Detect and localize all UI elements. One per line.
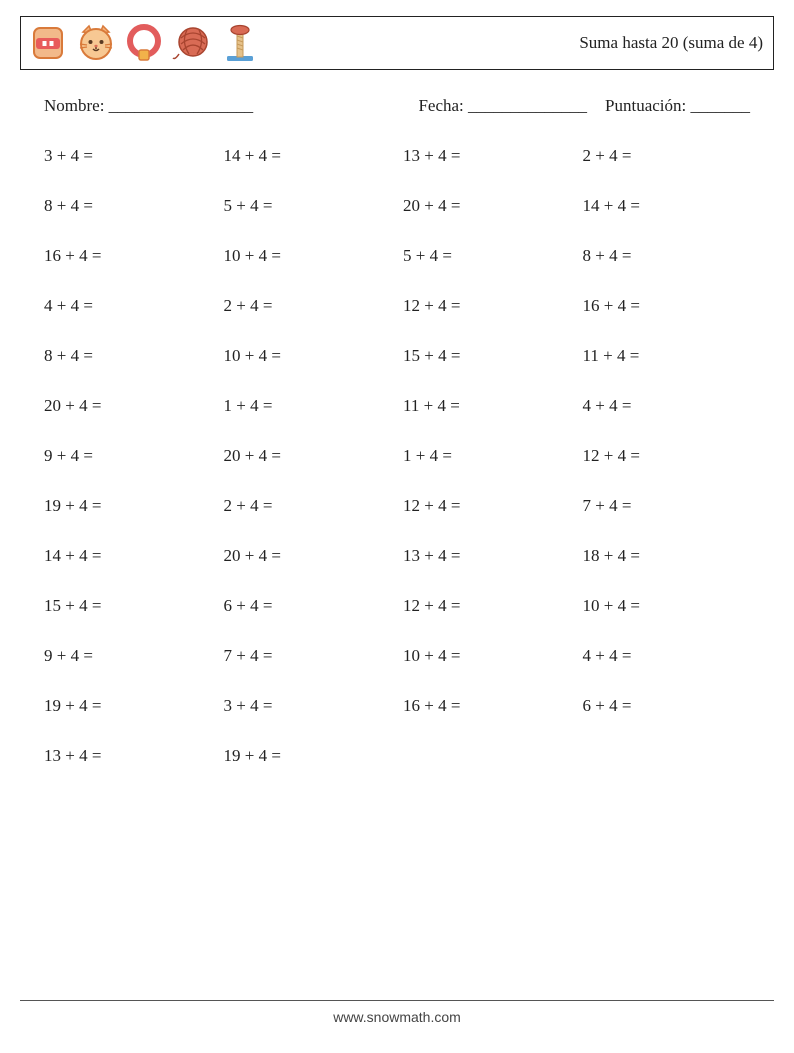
problem-cell: 16 + 4 = [583, 296, 751, 316]
name-field: Nombre: _________________ [44, 96, 253, 116]
problem-cell: 15 + 4 = [403, 346, 571, 366]
meta-row: Nombre: _________________ Fecha: _______… [44, 96, 750, 116]
problem-cell: 2 + 4 = [583, 146, 751, 166]
problem-cell: 4 + 4 = [44, 296, 212, 316]
problem-cell: 19 + 4 = [224, 746, 392, 766]
worksheet-title: Suma hasta 20 (suma de 4) [579, 33, 763, 53]
problem-cell: 20 + 4 = [224, 446, 392, 466]
problem-cell: 12 + 4 = [583, 446, 751, 466]
cat-icon [75, 22, 117, 64]
problem-cell: 3 + 4 = [44, 146, 212, 166]
footer-url: www.snowmath.com [0, 1009, 794, 1025]
problem-cell: 20 + 4 = [403, 196, 571, 216]
header-icons [27, 22, 261, 64]
problem-cell: 2 + 4 = [224, 296, 392, 316]
problem-cell: 8 + 4 = [44, 346, 212, 366]
footer-rule [20, 1000, 774, 1001]
problem-cell: 16 + 4 = [44, 246, 212, 266]
problem-cell: 7 + 4 = [224, 646, 392, 666]
problem-cell: 16 + 4 = [403, 696, 571, 716]
problem-cell: 4 + 4 = [583, 646, 751, 666]
problem-cell: 11 + 4 = [583, 346, 751, 366]
problem-cell: 5 + 4 = [224, 196, 392, 216]
problem-cell: 11 + 4 = [403, 396, 571, 416]
problem-cell [403, 746, 571, 766]
problem-cell: 20 + 4 = [44, 396, 212, 416]
problem-cell: 19 + 4 = [44, 496, 212, 516]
problem-cell: 7 + 4 = [583, 496, 751, 516]
problem-cell: 10 + 4 = [583, 596, 751, 616]
problem-cell: 13 + 4 = [44, 746, 212, 766]
score-field: Puntuación: _______ [605, 96, 750, 116]
problem-cell: 3 + 4 = [224, 696, 392, 716]
problem-cell: 1 + 4 = [403, 446, 571, 466]
date-field: Fecha: ______________ [418, 96, 587, 116]
problem-cell: 2 + 4 = [224, 496, 392, 516]
problem-cell: 6 + 4 = [583, 696, 751, 716]
problem-cell: 13 + 4 = [403, 146, 571, 166]
problem-cell: 12 + 4 = [403, 596, 571, 616]
problem-cell: 10 + 4 = [403, 646, 571, 666]
yarn-icon [171, 22, 213, 64]
problem-cell: 5 + 4 = [403, 246, 571, 266]
problem-cell: 15 + 4 = [44, 596, 212, 616]
problem-cell: 14 + 4 = [224, 146, 392, 166]
problem-cell: 1 + 4 = [224, 396, 392, 416]
header-box: Suma hasta 20 (suma de 4) [20, 16, 774, 70]
problem-cell: 14 + 4 = [44, 546, 212, 566]
ring-icon [123, 22, 165, 64]
problems-grid: 3 + 4 = 14 + 4 = 13 + 4 = 2 + 4 = 8 + 4 = 5 +… [44, 146, 750, 766]
problem-cell: 12 + 4 = [403, 496, 571, 516]
problem-cell: 4 + 4 = [583, 396, 751, 416]
problem-cell [583, 746, 751, 766]
food-icon [27, 22, 69, 64]
problem-cell: 6 + 4 = [224, 596, 392, 616]
problem-cell: 9 + 4 = [44, 446, 212, 466]
problem-cell: 12 + 4 = [403, 296, 571, 316]
problem-cell: 8 + 4 = [583, 246, 751, 266]
problem-cell: 13 + 4 = [403, 546, 571, 566]
problem-cell: 10 + 4 = [224, 346, 392, 366]
problem-cell: 8 + 4 = [44, 196, 212, 216]
problem-cell: 9 + 4 = [44, 646, 212, 666]
problem-cell: 10 + 4 = [224, 246, 392, 266]
problem-cell: 14 + 4 = [583, 196, 751, 216]
post-icon [219, 22, 261, 64]
problem-cell: 18 + 4 = [583, 546, 751, 566]
problem-cell: 20 + 4 = [224, 546, 392, 566]
problem-cell: 19 + 4 = [44, 696, 212, 716]
